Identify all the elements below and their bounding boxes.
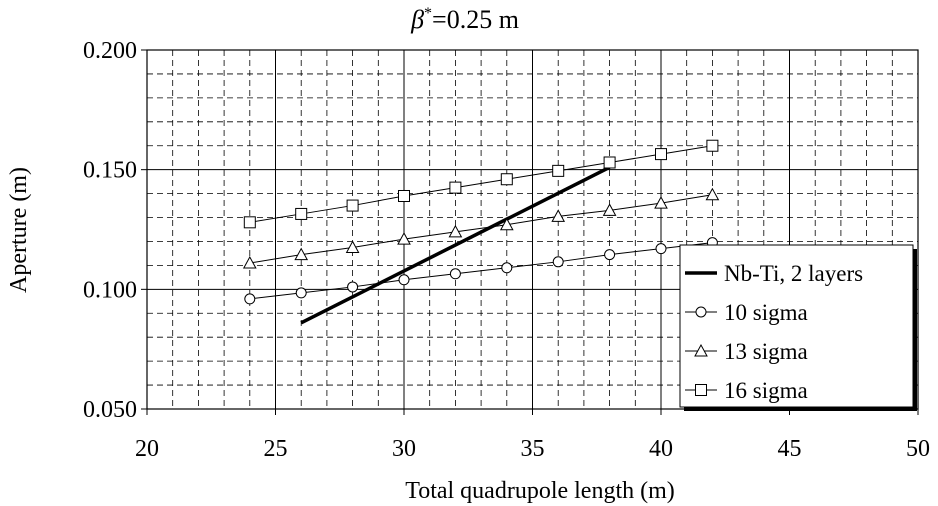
data-point-square xyxy=(243,216,256,229)
data-point-circle xyxy=(604,249,616,261)
series-line xyxy=(249,194,713,264)
y-tick-label: 0.200 xyxy=(83,38,137,64)
data-point-triangle xyxy=(242,255,257,269)
series-triangle xyxy=(242,187,720,269)
data-point-triangle xyxy=(705,187,720,201)
data-point-square xyxy=(706,139,719,152)
data-point-triangle xyxy=(602,203,617,216)
legend-marker-circle xyxy=(695,306,707,318)
series-line xyxy=(249,145,713,223)
x-tick-label: 45 xyxy=(778,436,802,462)
x-tick-label: 20 xyxy=(135,436,159,462)
axes: 20 25 30 35 40 45 50 0.050 0.100 0.150 0.200 xyxy=(83,38,930,462)
chart-title: β*=0.25 m xyxy=(410,5,519,34)
legend-box xyxy=(679,244,914,408)
x-tick-label: 35 xyxy=(521,436,545,462)
legend-label: Nb-Ti, 2 layers xyxy=(724,261,863,286)
data-point-square xyxy=(295,207,308,220)
x-tick-label: 50 xyxy=(906,436,930,462)
data-point-triangle xyxy=(448,224,463,238)
x-tick-label: 25 xyxy=(264,436,288,462)
data-point-circle xyxy=(449,268,461,280)
series-circle xyxy=(244,237,718,305)
data-point-circle xyxy=(347,281,359,293)
y-tick-label: 0.100 xyxy=(83,277,137,303)
data-point-square xyxy=(500,173,513,186)
series-none xyxy=(300,165,611,325)
data-point-triangle xyxy=(551,209,566,222)
title-superscript: * xyxy=(424,5,432,22)
data-point-triangle xyxy=(397,232,411,245)
data-point-square xyxy=(346,199,359,212)
legend: Nb-Ti, 2 layers 10 sigma 13 sigma 16 sigma xyxy=(679,244,917,411)
data-point-circle xyxy=(398,274,410,286)
data-point-circle xyxy=(655,243,667,255)
series-line xyxy=(249,242,713,300)
data-point-square xyxy=(449,181,462,194)
data-point-circle xyxy=(501,262,513,274)
legend-marker-square xyxy=(695,384,707,396)
x-tick-label: 40 xyxy=(649,436,673,462)
data-point-square xyxy=(655,148,667,161)
data-point-triangle xyxy=(294,247,309,261)
y-tick-label: 0.050 xyxy=(83,397,137,423)
legend-marker-triangle xyxy=(694,343,708,357)
legend-label: 13 sigma xyxy=(724,339,808,364)
title-symbol: β xyxy=(410,5,424,34)
x-axis-title: Total quadrupole length (m) xyxy=(405,478,675,504)
x-tick-label: 30 xyxy=(392,436,416,462)
series-layer xyxy=(242,139,720,325)
data-point-triangle xyxy=(499,217,514,231)
data-point-triangle xyxy=(345,240,360,253)
data-point-square xyxy=(398,189,410,202)
legend-label: 16 sigma xyxy=(724,378,808,403)
y-tick-label: 0.150 xyxy=(83,158,137,184)
legend-label: 10 sigma xyxy=(724,300,808,325)
data-point-square xyxy=(603,156,616,169)
data-point-triangle xyxy=(654,196,668,209)
data-point-circle xyxy=(552,256,564,268)
data-point-circle xyxy=(244,293,256,305)
y-axis-title: Aperture (m) xyxy=(6,167,32,293)
series-square xyxy=(243,139,719,229)
series-line xyxy=(300,165,611,325)
title-text: =0.25 m xyxy=(432,5,519,34)
data-point-circle xyxy=(295,287,307,299)
data-point-square xyxy=(552,164,565,177)
